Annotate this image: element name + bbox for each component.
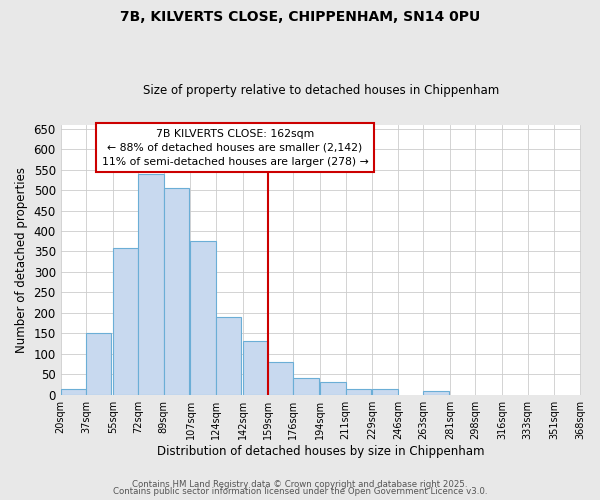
Bar <box>164 188 189 394</box>
Bar <box>242 342 268 394</box>
Text: Contains public sector information licensed under the Open Government Licence v3: Contains public sector information licen… <box>113 487 487 496</box>
Text: Contains HM Land Registry data © Crown copyright and database right 2025.: Contains HM Land Registry data © Crown c… <box>132 480 468 489</box>
Bar <box>268 362 293 394</box>
Bar <box>423 390 449 394</box>
Bar <box>190 241 216 394</box>
Bar <box>293 378 319 394</box>
Text: 7B, KILVERTS CLOSE, CHIPPENHAM, SN14 0PU: 7B, KILVERTS CLOSE, CHIPPENHAM, SN14 0PU <box>120 10 480 24</box>
Text: 7B KILVERTS CLOSE: 162sqm
← 88% of detached houses are smaller (2,142)
11% of se: 7B KILVERTS CLOSE: 162sqm ← 88% of detac… <box>102 128 368 166</box>
Y-axis label: Number of detached properties: Number of detached properties <box>15 166 28 352</box>
Bar <box>320 382 346 394</box>
Bar <box>216 317 241 394</box>
Bar <box>113 248 138 394</box>
Title: Size of property relative to detached houses in Chippenham: Size of property relative to detached ho… <box>143 84 499 97</box>
Bar <box>86 334 112 394</box>
Bar <box>138 174 164 394</box>
Bar <box>346 390 371 394</box>
Bar <box>61 390 86 394</box>
Bar <box>373 390 398 394</box>
X-axis label: Distribution of detached houses by size in Chippenham: Distribution of detached houses by size … <box>157 444 485 458</box>
